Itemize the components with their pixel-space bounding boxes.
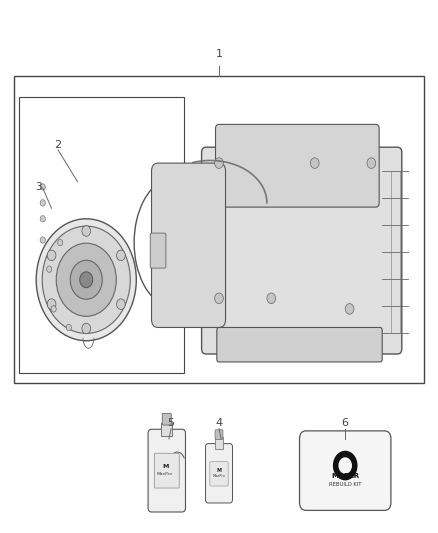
- Text: MOPAR: MOPAR: [331, 473, 359, 479]
- Circle shape: [70, 260, 102, 299]
- FancyBboxPatch shape: [154, 453, 179, 488]
- Text: 1: 1: [215, 50, 223, 59]
- Circle shape: [40, 237, 46, 243]
- Text: 6: 6: [342, 418, 349, 428]
- Circle shape: [117, 299, 125, 310]
- Text: 4: 4: [215, 418, 223, 428]
- Text: 5: 5: [168, 418, 175, 428]
- FancyBboxPatch shape: [215, 437, 223, 449]
- FancyBboxPatch shape: [14, 76, 424, 383]
- FancyBboxPatch shape: [205, 443, 233, 503]
- Circle shape: [66, 324, 71, 330]
- Circle shape: [40, 184, 46, 190]
- Text: M: M: [162, 464, 169, 469]
- FancyBboxPatch shape: [300, 431, 391, 511]
- FancyBboxPatch shape: [215, 430, 223, 439]
- Circle shape: [42, 226, 130, 334]
- Text: MaxPro: MaxPro: [157, 472, 173, 477]
- Circle shape: [82, 323, 91, 334]
- Circle shape: [334, 451, 357, 480]
- Circle shape: [51, 306, 56, 312]
- FancyBboxPatch shape: [210, 462, 228, 486]
- Text: 3: 3: [35, 182, 42, 192]
- Circle shape: [36, 219, 136, 341]
- Circle shape: [339, 457, 352, 474]
- FancyBboxPatch shape: [217, 327, 382, 362]
- Text: 2: 2: [54, 140, 61, 150]
- Circle shape: [47, 250, 56, 261]
- FancyBboxPatch shape: [19, 97, 184, 373]
- Text: M: M: [216, 467, 222, 473]
- FancyBboxPatch shape: [161, 423, 172, 436]
- Circle shape: [267, 293, 276, 304]
- FancyBboxPatch shape: [201, 147, 402, 354]
- Circle shape: [215, 293, 223, 304]
- Circle shape: [215, 158, 223, 168]
- FancyBboxPatch shape: [215, 124, 379, 207]
- Circle shape: [82, 225, 91, 236]
- FancyBboxPatch shape: [152, 163, 226, 327]
- Text: REBUILD KIT: REBUILD KIT: [329, 482, 361, 487]
- FancyBboxPatch shape: [148, 429, 185, 512]
- Circle shape: [117, 250, 125, 261]
- Circle shape: [47, 299, 56, 310]
- FancyBboxPatch shape: [162, 414, 171, 425]
- Circle shape: [47, 266, 52, 272]
- Text: MaxPro: MaxPro: [212, 474, 226, 478]
- Circle shape: [40, 216, 46, 222]
- Circle shape: [40, 200, 46, 206]
- Circle shape: [56, 243, 116, 317]
- Circle shape: [367, 158, 376, 168]
- Circle shape: [57, 239, 63, 246]
- FancyBboxPatch shape: [150, 233, 166, 268]
- Circle shape: [80, 272, 93, 288]
- Circle shape: [311, 158, 319, 168]
- Circle shape: [345, 304, 354, 314]
